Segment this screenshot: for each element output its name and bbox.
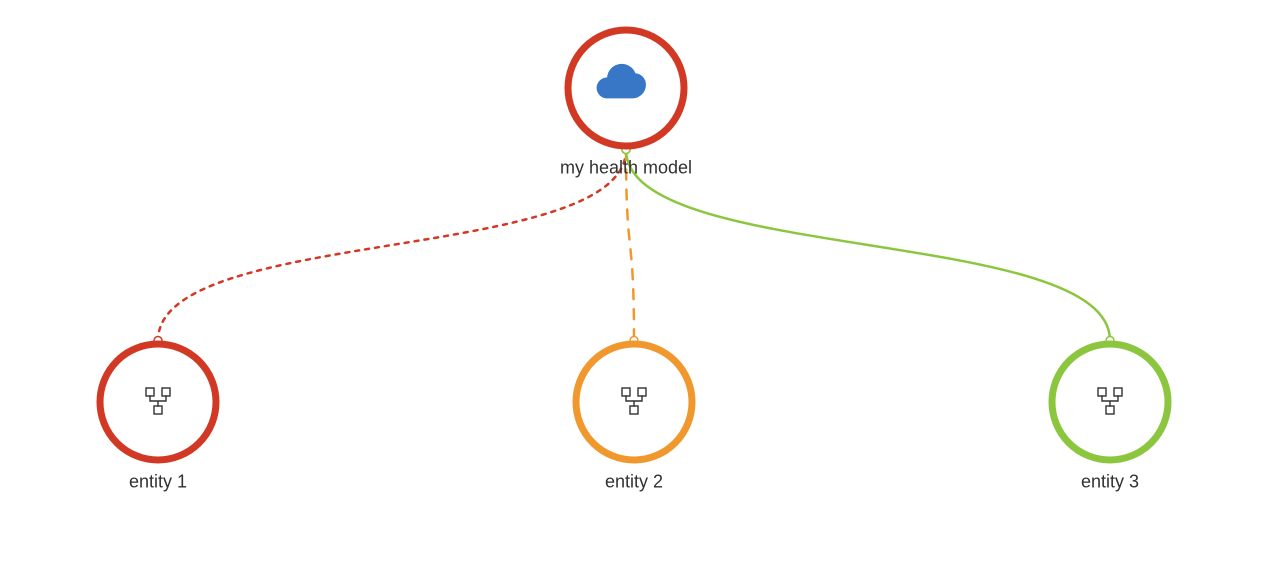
node-entity3[interactable]: entity 3 [1052,344,1168,492]
health-model-diagram: my health model entity 1 entity 2 entity 3 [0,0,1281,578]
node-label: my health model [560,158,692,178]
node-label: entity 3 [1081,472,1139,492]
nodes-layer: my health model entity 1 entity 2 entity 3 [100,30,1168,492]
edge-root-entity1 [158,150,626,341]
node-entity2[interactable]: entity 2 [576,344,692,492]
node-label: entity 1 [129,472,187,492]
edge-root-entity2 [626,150,634,341]
node-label: entity 2 [605,472,663,492]
node-entity1[interactable]: entity 1 [100,344,216,492]
edge-root-entity3 [626,150,1110,341]
